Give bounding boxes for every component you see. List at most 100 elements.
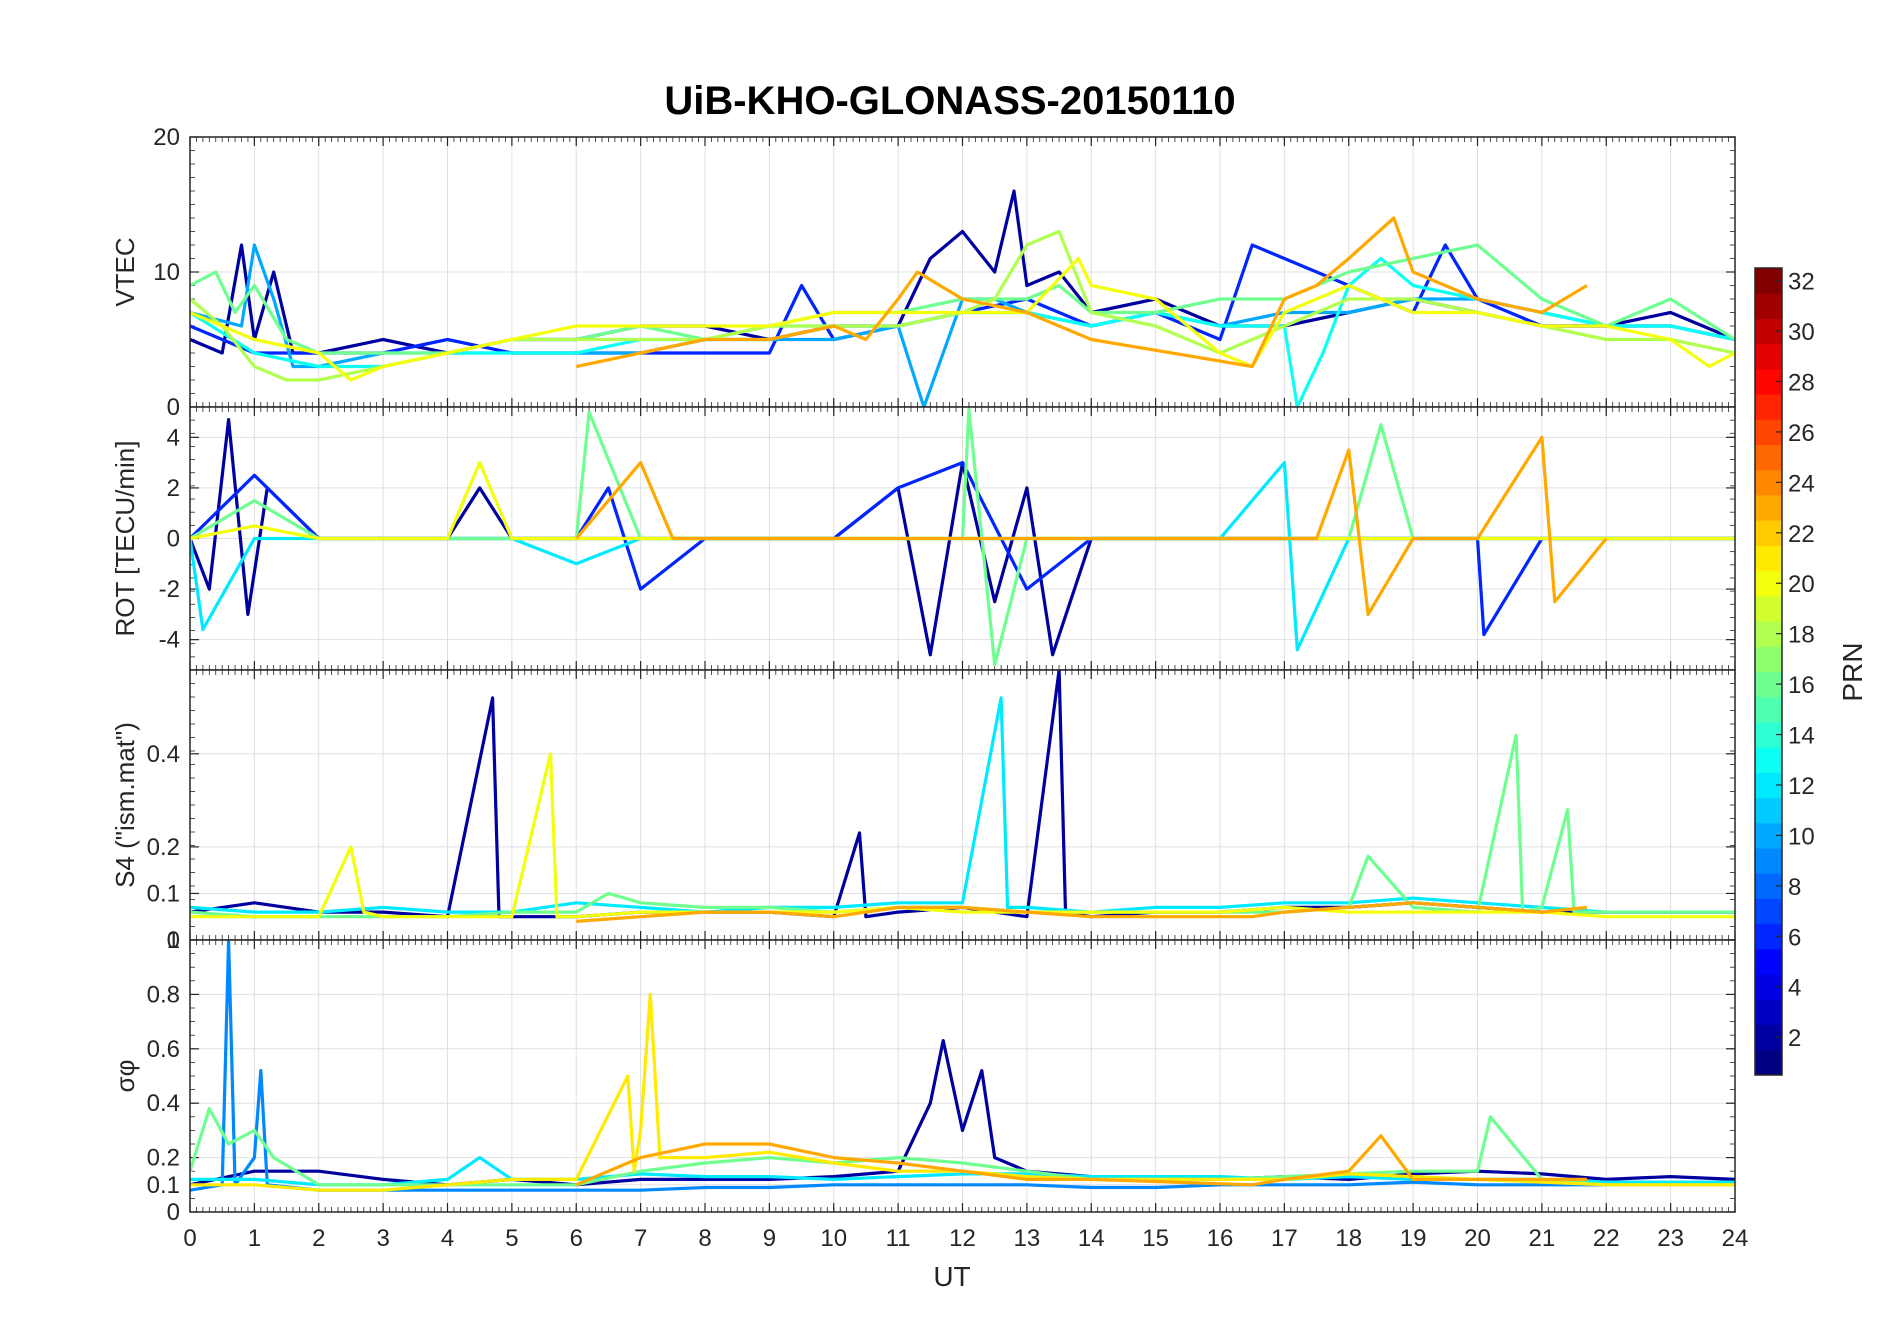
series-group bbox=[190, 189, 1735, 407]
colorbar-tick-label: 2 bbox=[1788, 1025, 1801, 1052]
colorbar-segment bbox=[1755, 444, 1782, 471]
x-tick-label: 22 bbox=[1593, 1225, 1620, 1252]
y-axis-label: VTEC bbox=[110, 237, 140, 306]
colorbar-tick-label: 6 bbox=[1788, 924, 1801, 951]
panel-frame bbox=[189, 939, 1736, 1213]
y-tick-label: 1 bbox=[167, 927, 180, 954]
colorbar-segment bbox=[1755, 898, 1782, 925]
panel-3: 0 0.1 0.2 0.4 S4 ("ism.mat") bbox=[110, 669, 1736, 954]
colorbar-tick-label: 30 bbox=[1788, 319, 1815, 346]
x-tick-label: 16 bbox=[1207, 1225, 1234, 1252]
colorbar-tick-label: 12 bbox=[1788, 773, 1815, 800]
colorbar-tick-label: 10 bbox=[1788, 823, 1815, 850]
series-line-prn-9 bbox=[190, 940, 1735, 1192]
x-tick-label: 18 bbox=[1335, 1225, 1362, 1252]
colorbar-segment bbox=[1755, 797, 1782, 824]
colorbar-tick-label: 4 bbox=[1788, 975, 1801, 1002]
colorbar-tick-label: 26 bbox=[1788, 420, 1815, 447]
x-tick-label: 13 bbox=[1014, 1225, 1041, 1252]
colorbar-segment bbox=[1755, 999, 1782, 1026]
x-tick-label: 14 bbox=[1078, 1225, 1105, 1252]
x-tick-label: 11 bbox=[886, 1225, 911, 1252]
colorbar-segment bbox=[1755, 343, 1782, 370]
colorbar-tick-label: 32 bbox=[1788, 269, 1815, 296]
y-tick-label: 0.4 bbox=[147, 1090, 180, 1117]
series-line-prn-23 bbox=[575, 1134, 1587, 1187]
series-line-prn-13 bbox=[190, 256, 1735, 407]
series-line-prn-23 bbox=[575, 435, 1608, 617]
colorbar-tick-label: 20 bbox=[1788, 571, 1815, 598]
colorbar-label: PRN bbox=[1837, 642, 1868, 701]
y-tick-label: 0.1 bbox=[147, 880, 180, 907]
x-tick-label: 7 bbox=[634, 1225, 647, 1252]
x-tick-label: 10 bbox=[820, 1225, 847, 1252]
y-tick-label: 4 bbox=[167, 424, 180, 451]
y-tick-label: -4 bbox=[159, 627, 180, 654]
colorbar-segment bbox=[1755, 394, 1782, 420]
y-tick-label: 0.1 bbox=[147, 1172, 180, 1199]
series-line-prn-21 bbox=[190, 992, 1735, 1192]
y-tick-label: 0 bbox=[167, 394, 180, 421]
colorbar-tick-label: 18 bbox=[1788, 622, 1815, 649]
y-tick-label: 0 bbox=[167, 526, 180, 553]
x-tick-label: 2 bbox=[312, 1225, 325, 1252]
series-group bbox=[190, 407, 1735, 667]
chart-title: UiB-KHO-GLONASS-20150110 bbox=[664, 79, 1235, 123]
series-line-prn-16 bbox=[190, 1106, 1735, 1187]
x-tick-label: 19 bbox=[1400, 1225, 1427, 1252]
x-axis-label: UT bbox=[933, 1261, 970, 1292]
colorbar-segment bbox=[1755, 494, 1782, 521]
colorbar-tick-label: 14 bbox=[1788, 723, 1815, 750]
y-tick-label: 20 bbox=[153, 124, 180, 151]
y-tick-label: 0.8 bbox=[147, 981, 180, 1008]
series-group bbox=[190, 940, 1735, 1192]
panel-1: 0 10 20 VTEC bbox=[110, 124, 1736, 421]
y-tick-label: 0 bbox=[167, 1199, 180, 1226]
x-tick-label: 3 bbox=[376, 1225, 389, 1252]
x-tick-label: 24 bbox=[1722, 1225, 1749, 1252]
y-tick-label: 0.6 bbox=[147, 1036, 180, 1063]
y-tick-label: 0.2 bbox=[147, 1145, 180, 1172]
y-tick-label: 2 bbox=[167, 475, 180, 502]
colorbar-segment bbox=[1755, 747, 1782, 773]
x-tick-label: 9 bbox=[763, 1225, 776, 1252]
x-tick-label: 1 bbox=[248, 1225, 261, 1252]
colorbar-tick-label: 8 bbox=[1788, 874, 1801, 901]
colorbar-tick-label: 28 bbox=[1788, 369, 1815, 396]
y-tick-label: 0.4 bbox=[147, 741, 180, 768]
colorbar-frame bbox=[1754, 267, 1783, 1076]
colorbar-segment bbox=[1755, 595, 1782, 622]
y-tick-label: -2 bbox=[159, 576, 180, 603]
series-line-prn-12 bbox=[190, 696, 1735, 914]
x-tick-label: 5 bbox=[505, 1225, 518, 1252]
colorbar-tick-label: 22 bbox=[1788, 521, 1815, 548]
x-tick-label: 17 bbox=[1271, 1225, 1298, 1252]
colorbar-tick-label: 16 bbox=[1788, 672, 1815, 699]
y-axis-label: S4 ("ism.mat") bbox=[110, 722, 140, 888]
x-tick-label: 0 bbox=[183, 1225, 196, 1252]
y-tick-label: 0.2 bbox=[147, 834, 180, 861]
x-tick-label: 12 bbox=[949, 1225, 976, 1252]
x-tick-label: 23 bbox=[1657, 1225, 1684, 1252]
colorbar-segment bbox=[1755, 293, 1782, 319]
x-tick-label: 8 bbox=[698, 1225, 711, 1252]
x-tick-label: 21 bbox=[1529, 1225, 1556, 1252]
x-tick-label: 6 bbox=[570, 1225, 583, 1252]
x-tick-label: 4 bbox=[441, 1225, 454, 1252]
colorbar-segment bbox=[1755, 646, 1782, 672]
series-line-prn-23 bbox=[575, 216, 1588, 369]
series-group bbox=[190, 670, 1735, 923]
colorbar-segment bbox=[1755, 696, 1782, 723]
y-tick-label: 10 bbox=[153, 259, 180, 286]
x-tick-label: 20 bbox=[1464, 1225, 1491, 1252]
y-axis-label: σφ bbox=[110, 1060, 140, 1093]
y-tick-label: 0 bbox=[167, 927, 180, 954]
y-axis-label: ROT [TECU/min] bbox=[110, 441, 140, 637]
colorbar-segment bbox=[1755, 1049, 1782, 1076]
panel-2: -4 -2 0 2 4 ROT [TECU/min] bbox=[110, 406, 1736, 671]
colorbar-segment bbox=[1755, 948, 1782, 975]
